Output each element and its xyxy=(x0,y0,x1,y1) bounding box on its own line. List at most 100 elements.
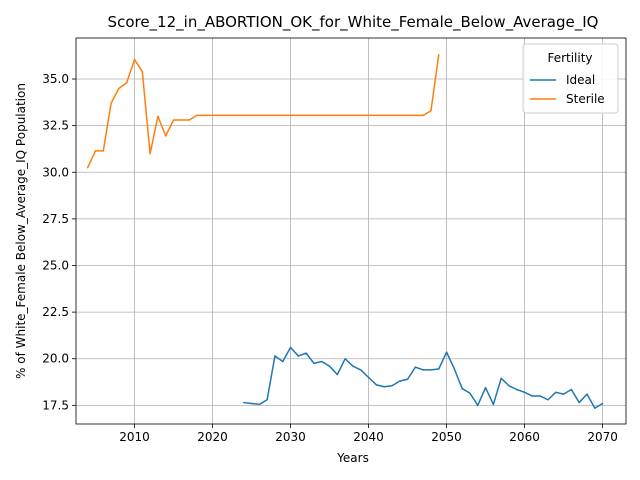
data-point xyxy=(414,114,417,117)
data-point xyxy=(328,114,331,117)
data-point xyxy=(438,54,440,56)
data-point xyxy=(258,403,261,406)
data-point xyxy=(157,115,159,118)
data-point xyxy=(118,87,120,90)
data-point xyxy=(196,114,198,117)
data-point xyxy=(383,114,385,117)
data-point xyxy=(367,376,370,379)
data-point xyxy=(492,403,495,406)
data-point xyxy=(266,399,268,401)
data-point xyxy=(399,114,401,117)
data-point xyxy=(352,365,354,367)
data-point xyxy=(391,114,393,117)
data-point xyxy=(383,385,385,388)
data-point xyxy=(531,395,534,397)
series-sterile xyxy=(86,54,440,169)
legend-label-ideal: Ideal xyxy=(566,73,595,87)
data-point xyxy=(305,352,307,354)
y-tick-label: 17.5 xyxy=(42,398,69,412)
data-point xyxy=(477,404,479,407)
y-tick-label: 25.0 xyxy=(42,258,69,272)
data-point xyxy=(320,360,323,363)
data-point xyxy=(274,355,276,357)
data-point xyxy=(406,114,409,117)
data-point xyxy=(422,114,424,117)
data-point xyxy=(219,114,222,117)
y-tick-label: 30.0 xyxy=(42,165,69,179)
data-point xyxy=(141,70,144,73)
data-point xyxy=(484,386,487,389)
series-line-ideal xyxy=(243,346,603,409)
data-point xyxy=(133,58,136,61)
data-point xyxy=(203,114,206,117)
chart-title: Score_12_in_ABORTION_OK_for_White_Female… xyxy=(108,13,599,32)
plot-frame xyxy=(75,37,627,425)
data-point xyxy=(258,114,261,117)
data-point xyxy=(313,362,315,365)
x-tick-label: 2040 xyxy=(353,430,384,444)
data-point xyxy=(500,377,502,380)
legend-title: Fertility xyxy=(547,51,592,65)
data-point xyxy=(360,369,362,371)
data-point xyxy=(445,351,448,353)
data-point xyxy=(414,366,417,368)
data-point xyxy=(164,135,167,137)
data-point xyxy=(242,114,245,117)
x-tick-label: 2030 xyxy=(275,430,306,444)
x-axis-ticks: 2010 2020 2030 2040 2050 2060 2070 xyxy=(119,424,618,444)
y-tick-label: 27.5 xyxy=(42,212,69,226)
data-point xyxy=(250,402,253,405)
data-point xyxy=(586,393,588,395)
data-point xyxy=(281,360,284,363)
data-point xyxy=(125,82,128,84)
data-point xyxy=(274,114,276,117)
data-point xyxy=(352,114,354,117)
data-point xyxy=(172,119,175,121)
data-point xyxy=(430,369,432,371)
y-axis-ticks: 17.5 20.0 22.5 25.0 27.5 30.0 32.5 35.0 xyxy=(42,72,76,412)
data-point xyxy=(375,384,378,386)
y-tick-label: 35.0 xyxy=(42,72,69,86)
data-point xyxy=(235,114,237,117)
data-point xyxy=(360,114,362,117)
data-point xyxy=(227,114,229,117)
data-point xyxy=(399,380,401,382)
data-point xyxy=(430,109,432,112)
data-point xyxy=(469,392,471,394)
data-point xyxy=(508,385,510,387)
data-point xyxy=(305,114,307,117)
data-point xyxy=(453,368,456,370)
data-point xyxy=(547,399,549,401)
data-point xyxy=(555,391,557,394)
data-point xyxy=(313,114,315,117)
data-point xyxy=(289,114,292,117)
data-point xyxy=(523,391,526,394)
data-point xyxy=(367,114,370,117)
series-lines xyxy=(86,54,604,409)
data-point xyxy=(344,357,346,360)
data-point xyxy=(391,385,393,387)
data-point xyxy=(86,166,89,169)
data-point xyxy=(149,152,151,155)
data-point xyxy=(438,368,440,370)
x-tick-label: 2020 xyxy=(197,430,228,444)
data-point xyxy=(601,402,604,405)
data-point xyxy=(406,378,409,380)
x-tick-label: 2060 xyxy=(509,430,540,444)
data-point xyxy=(266,114,268,117)
legend: Fertility Ideal Sterile xyxy=(522,43,619,114)
x-tick-label: 2050 xyxy=(431,430,462,444)
data-point xyxy=(336,114,339,117)
series-ideal xyxy=(242,346,604,409)
data-point xyxy=(289,346,292,349)
y-tick-label: 32.5 xyxy=(42,119,69,133)
data-point xyxy=(539,395,541,397)
y-axis-label: % of White_Female Below_Average_IQ Popul… xyxy=(14,83,28,379)
x-tick-label: 2070 xyxy=(587,430,618,444)
data-point xyxy=(570,388,573,391)
data-point xyxy=(180,119,183,121)
data-point xyxy=(110,102,112,105)
data-point xyxy=(578,401,580,404)
data-point xyxy=(297,355,300,357)
